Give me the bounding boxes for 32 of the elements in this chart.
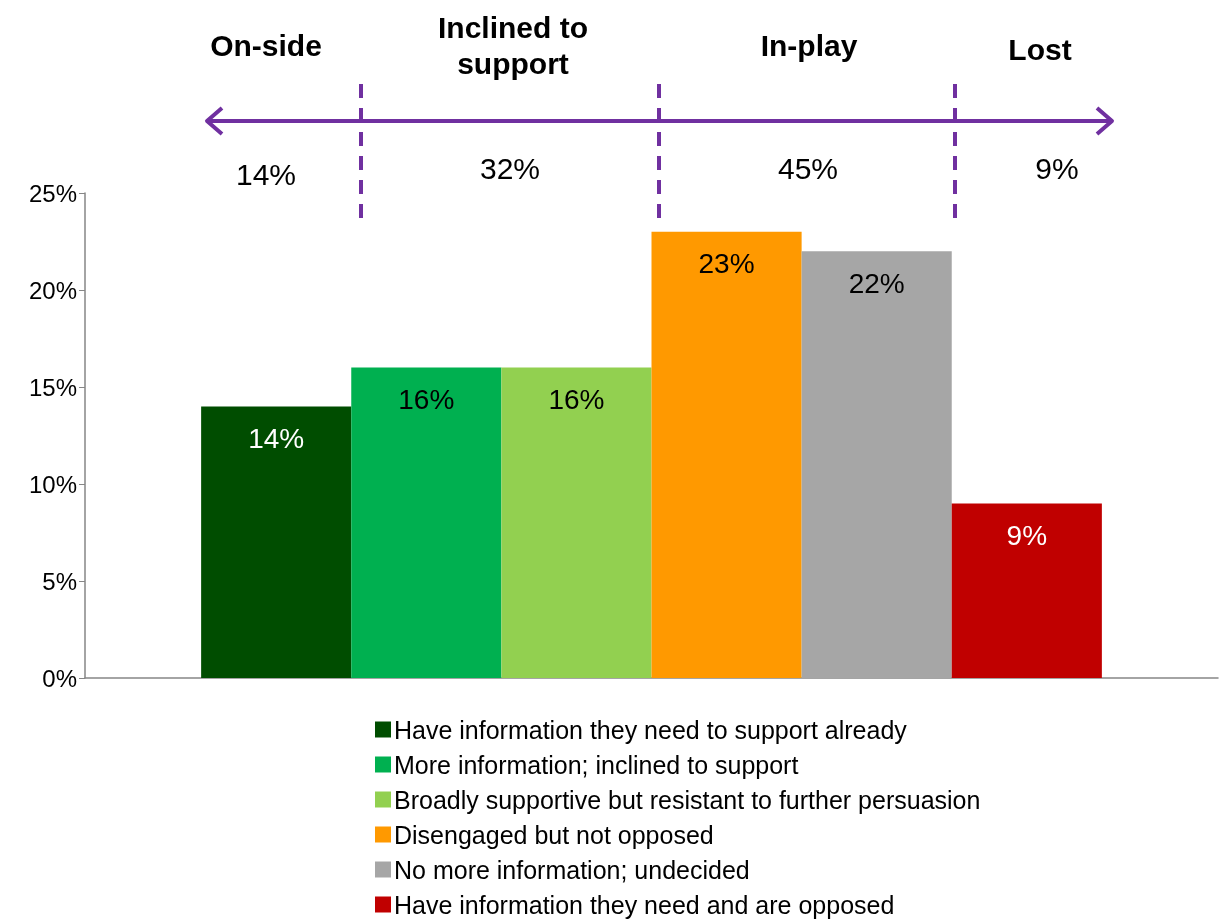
legend-label: More information; inclined to support: [394, 750, 799, 779]
text: Lost: [1008, 32, 1072, 68]
data-label: 16%: [398, 384, 455, 416]
y-tick-label: 20%: [28, 276, 77, 304]
text: 32%: [479, 152, 541, 186]
legend-label: Broadly supportive but resistant to further persuasion: [394, 785, 981, 814]
legend-label: No more information; undecided: [394, 855, 750, 884]
legend-label: Disengaged but not opposed: [394, 820, 714, 849]
bar: [201, 406, 352, 678]
y-tick-label: 15%: [28, 373, 77, 401]
data-label: 22%: [848, 267, 905, 299]
y-tick-label: 25%: [28, 179, 77, 207]
y-tick-label: 5%: [42, 567, 77, 595]
data-label: 14%: [248, 422, 305, 454]
text: On-side: [210, 28, 322, 64]
bar: [651, 231, 802, 678]
y-tick-label: 10%: [28, 470, 77, 498]
bar: [501, 367, 652, 678]
text: 45%: [777, 152, 839, 186]
text: 14%: [235, 158, 297, 192]
bar: [951, 503, 1102, 678]
bar: [801, 251, 952, 678]
bar: [351, 367, 502, 678]
data-label: 16%: [548, 384, 605, 416]
legend-label: Have information they need to support already: [394, 715, 908, 744]
text: Inclined to support: [437, 10, 589, 82]
data-label: 9%: [1006, 519, 1048, 551]
legend-label: Have information they need and are opposed: [394, 890, 895, 919]
text: 9%: [1035, 152, 1079, 186]
y-tick-label: 0%: [42, 664, 77, 692]
data-label: 23%: [698, 248, 755, 280]
text: In-play: [760, 28, 858, 64]
